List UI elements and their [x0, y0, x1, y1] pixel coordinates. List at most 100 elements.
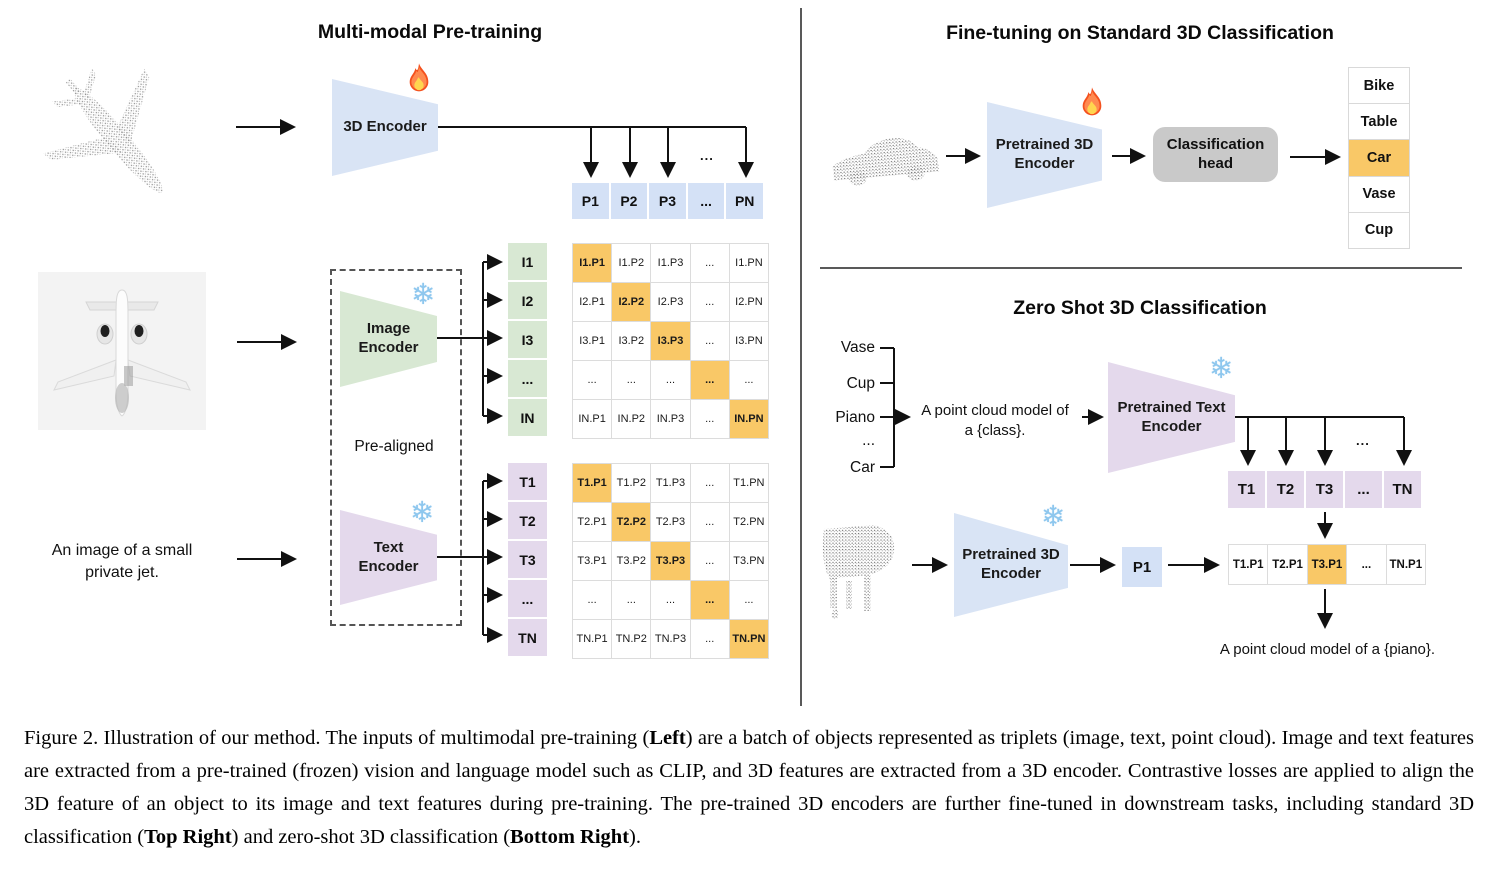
matrix-cell: T2.P3	[651, 503, 690, 541]
matrix-cell: ...	[690, 244, 729, 282]
flame-icon	[409, 63, 429, 92]
caption-bold-segment: Bottom Right	[510, 826, 630, 848]
classification-head-label: Classification head	[1166, 135, 1265, 172]
matrix-cell: T3.P1	[573, 542, 612, 580]
zs-pretrained-3d-encoder-label: Pretrained 3D Encoder	[962, 546, 1060, 582]
zs-t-ellipsis: ...	[1356, 433, 1370, 448]
matrix-cell: ...	[651, 361, 690, 399]
p-cell: P2	[610, 183, 648, 219]
snowflake-icon: ❄	[1041, 501, 1066, 533]
matrix-cell: I3.PN	[729, 322, 768, 360]
matrix-cell: I3.P1	[573, 322, 612, 360]
flame-icon	[1082, 87, 1102, 116]
matrix-cell: IN.P1	[573, 400, 612, 438]
zs-prompt-line1: A point cloud model of	[921, 402, 1069, 419]
text-similarity-matrix: T1.P1 T1.P2 T1.P3... T1.PN T2.P1 T2.P2 T2.P3..…	[572, 463, 769, 659]
zs-class-cup: Cup	[846, 375, 875, 392]
matrix-cell: ...	[651, 581, 690, 619]
matrix-cell: ...	[690, 283, 729, 321]
zs-class-vase: Vase	[840, 339, 875, 356]
image-similarity-matrix: I1.P1 I1.P2 I1.P3... I1.PN I2.P1 I2.P2 I2.P3..…	[572, 243, 769, 439]
matrix-cell: ...	[612, 581, 651, 619]
matrix-cell: I2.PN	[729, 283, 768, 321]
matrix-cell: ...	[690, 464, 729, 502]
p-cell: PN	[726, 183, 763, 219]
matrix-cell: T2.P2	[612, 503, 651, 541]
i-label-cell: IN	[508, 399, 547, 436]
zs-result-caption: A point cloud model of a {piano}.	[1219, 641, 1436, 658]
matrix-cell: I2.P1	[573, 283, 612, 321]
ft-class-cell: Table	[1349, 104, 1409, 140]
image-feature-labels: I1 I2 I3... IN	[508, 243, 547, 436]
matrix-cell: ...	[573, 361, 612, 399]
i-label-cell: ...	[508, 360, 547, 397]
ft-class-cell: Bike	[1349, 68, 1409, 104]
caption-segment: Figure 2. Illustration of our method. Th…	[24, 727, 650, 749]
matrix-cell: ...	[690, 361, 729, 399]
zs-result-cell: T1.P1	[1229, 545, 1268, 584]
matrix-cell: T1.P3	[651, 464, 690, 502]
matrix-cell: T3.P2	[612, 542, 651, 580]
zs-result-cell: ...	[1347, 545, 1386, 584]
zs-class-ellipsis: ...	[862, 432, 875, 449]
zs-t-cell: T3	[1306, 471, 1343, 508]
matrix-cell: IN.P3	[651, 400, 690, 438]
caption-bold-segment: Top Right	[144, 826, 232, 848]
matrix-cell: ...	[729, 361, 768, 399]
car-point-cloud	[832, 138, 940, 186]
zs-result-cell: TN.P1	[1386, 545, 1425, 584]
airplane-photo	[38, 272, 206, 430]
matrix-cell: I1.P2	[612, 244, 651, 282]
caption-segment: ) are a batch of objects represented as …	[24, 727, 1474, 848]
matrix-cell: T3.PN	[729, 542, 768, 580]
p-cell: ...	[687, 183, 725, 219]
matrix-cell: ...	[729, 581, 768, 619]
matrix-cell: TN.PN	[729, 620, 768, 658]
ft-class-cell: Car	[1349, 140, 1409, 176]
text-encoder-label: Text Encoder	[358, 538, 419, 575]
zs-p1-box: P1	[1122, 547, 1162, 587]
t-label-cell: T1	[508, 463, 547, 500]
image-encoder-label: Image Encoder	[358, 320, 419, 356]
matrix-cell: T2.P1	[573, 503, 612, 541]
p-cell: P1	[572, 183, 609, 219]
matrix-cell: ...	[690, 542, 729, 580]
matrix-cell: T1.P1	[573, 464, 612, 502]
zs-prompt-text: A point cloud model of a {class}.	[900, 401, 1090, 441]
p-row-ellipsis: ...	[700, 148, 714, 163]
matrix-cell: ...	[690, 620, 729, 658]
p-cell: P3	[649, 183, 686, 219]
snowflake-icon: ❄	[1209, 353, 1234, 385]
zs-prompt-line2: a {class}.	[964, 422, 1026, 439]
piano-point-cloud	[822, 525, 895, 619]
classification-head-box: Classification head	[1153, 127, 1278, 182]
image-caption-text: An image of a small private jet.	[51, 542, 193, 581]
t-label-cell: T3	[508, 541, 547, 578]
finetune-title: Fine-tuning on Standard 3D Classificatio…	[946, 22, 1334, 44]
matrix-cell: ...	[690, 322, 729, 360]
zs-result-cell: T2.P1	[1268, 545, 1307, 584]
zs-t-cell: T2	[1267, 471, 1304, 508]
caption-bold-segment: Left	[649, 727, 686, 749]
zs-pretrained-text-encoder-label: Pretrained Text Encoder	[1117, 398, 1226, 435]
matrix-cell: I2.P3	[651, 283, 690, 321]
matrix-cell: I3.P2	[612, 322, 651, 360]
matrix-cell: TN.P2	[612, 620, 651, 658]
figure-caption: Figure 2. Illustration of our method. Th…	[24, 722, 1474, 854]
matrix-cell: IN.PN	[729, 400, 768, 438]
i-label-cell: I3	[508, 321, 547, 358]
zs-result-row: T1.P1 T2.P1 T3.P1... TN.P1	[1228, 544, 1426, 585]
zeroshot-title: Zero Shot 3D Classification	[1013, 297, 1267, 319]
matrix-cell: I2.P2	[612, 283, 651, 321]
matrix-cell: I1.P1	[573, 244, 612, 282]
pretraining-title: Multi-modal Pre-training	[317, 21, 543, 43]
matrix-cell: TN.P3	[651, 620, 690, 658]
text-feature-labels: T1 T2 T3... TN	[508, 463, 547, 656]
i-label-cell: I2	[508, 282, 547, 319]
pre-aligned-label: Pre-aligned	[354, 438, 434, 455]
zs-class-piano: Piano	[835, 409, 875, 426]
zs-t-cell: ...	[1345, 471, 1382, 508]
zs-t-cell: TN	[1384, 471, 1421, 508]
p-feature-row: P1 P2 P3... PN	[572, 183, 763, 219]
